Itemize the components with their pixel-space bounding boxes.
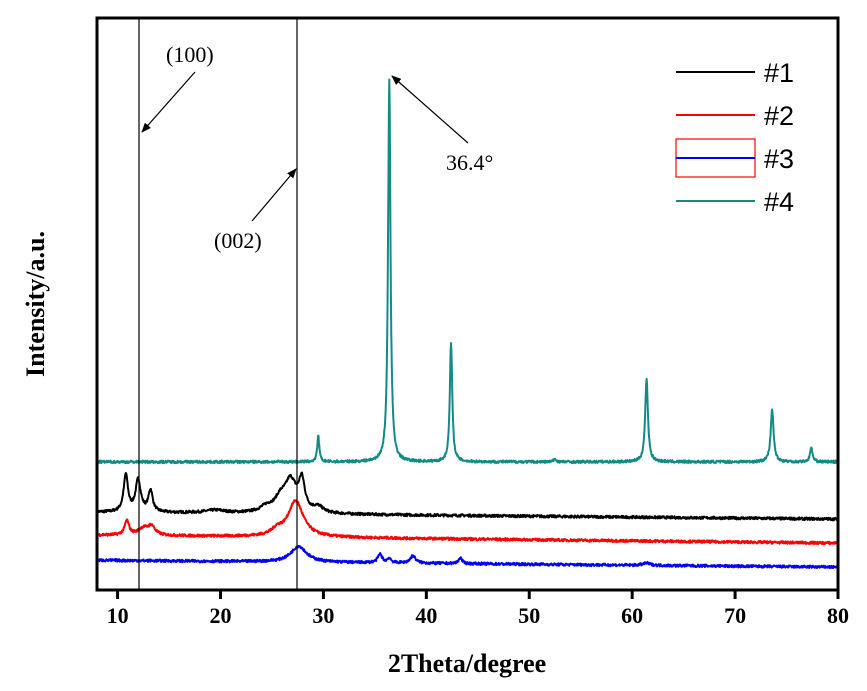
legend-label-3: #3 <box>764 144 794 174</box>
x-axis-label: 2Theta/degree <box>388 649 546 678</box>
series-line-3 <box>96 545 839 569</box>
legend: #1 #2 #3 #4 <box>675 58 794 217</box>
annotation-label-100: (100) <box>166 42 214 67</box>
annotation-arrow-100 <box>141 71 196 133</box>
annotation-arrow-36-4 <box>391 75 469 144</box>
x-tick-label: 30 <box>312 603 334 628</box>
x-tick-label: 70 <box>724 603 746 628</box>
plot-frame <box>95 16 840 592</box>
y-axis-label: Intensity/a.u. <box>21 231 50 377</box>
legend-label-4: #4 <box>764 187 794 217</box>
annotation-label-002: (002) <box>214 228 262 253</box>
annotation-arrow-002 <box>251 168 297 222</box>
series-line-2 <box>96 499 839 546</box>
x-tick-label: 20 <box>210 603 232 628</box>
x-tick-label: 50 <box>518 603 540 628</box>
series-line-4 <box>96 78 839 465</box>
x-tick-label: 60 <box>621 603 643 628</box>
x-tick-label: 10 <box>107 603 129 628</box>
x-tick-label: 40 <box>415 603 437 628</box>
x-tick-label: 80 <box>827 603 849 628</box>
legend-label-2: #2 <box>764 101 794 131</box>
legend-label-1: #1 <box>764 58 794 88</box>
annotation-label-36-4: 36.4° <box>446 150 493 175</box>
series-line-1 <box>96 471 839 522</box>
